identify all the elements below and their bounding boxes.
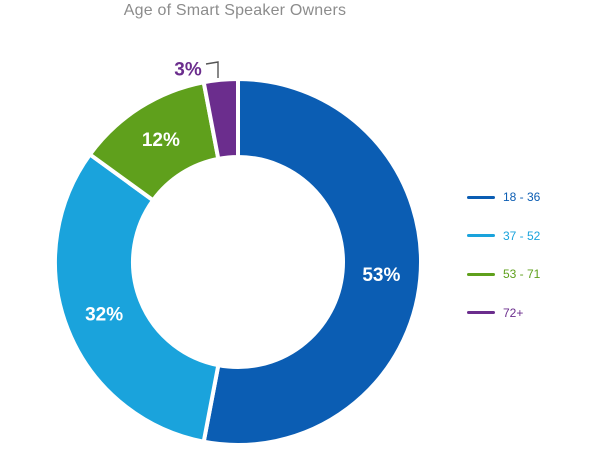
legend-item-2: 53 - 71 xyxy=(467,255,540,294)
donut-chart: 53% 32% 12% 3% xyxy=(53,60,423,447)
slice-label-0: 53% xyxy=(362,265,400,286)
slice-label-2: 12% xyxy=(142,130,180,151)
legend-swatch xyxy=(467,311,495,315)
slice-1 xyxy=(53,151,221,445)
legend-item-3: 72+ xyxy=(467,294,540,333)
slice-0 xyxy=(201,76,423,447)
legend: 18 - 36 37 - 52 53 - 71 72+ xyxy=(467,178,540,332)
slice-label-3: 3% xyxy=(174,60,202,81)
small-slice-leader-line xyxy=(205,61,219,78)
slice-labels: 53% 32% 12% 3% xyxy=(85,60,400,326)
chart-title: Age of Smart Speaker Owners xyxy=(123,2,347,19)
legend-label: 72+ xyxy=(503,305,524,320)
legend-item-1: 37 - 52 xyxy=(467,217,540,256)
legend-label: 53 - 71 xyxy=(503,267,541,282)
legend-swatch xyxy=(467,234,495,238)
legend-label: 37 - 52 xyxy=(503,228,541,243)
slice-3 xyxy=(201,76,240,162)
legend-swatch xyxy=(467,195,495,199)
legend-swatch xyxy=(467,272,495,276)
legend-label: 18 - 36 xyxy=(503,190,541,205)
slice-label-1: 32% xyxy=(85,305,123,326)
donut-slices xyxy=(53,76,423,447)
legend-item-0: 18 - 36 xyxy=(467,178,540,217)
